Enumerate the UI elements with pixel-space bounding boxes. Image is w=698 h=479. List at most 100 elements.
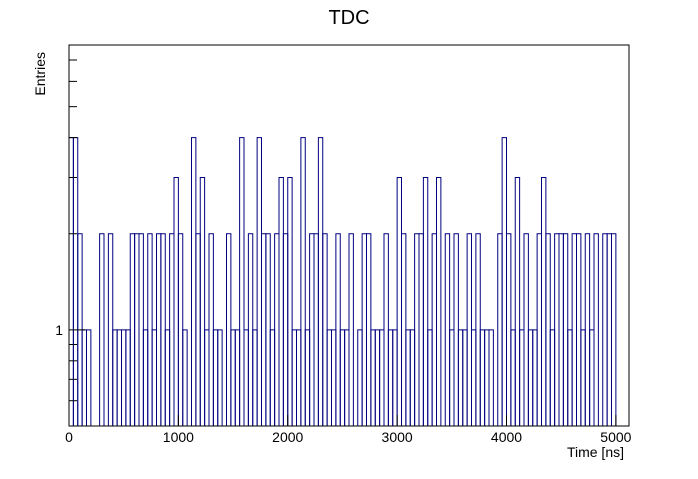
bar [527, 329, 534, 427]
bar [611, 233, 617, 427]
bar [339, 329, 346, 427]
bar [523, 233, 529, 427]
bar [436, 177, 442, 427]
plot-frame [68, 44, 630, 427]
bar [116, 329, 122, 427]
bar [239, 137, 245, 427]
bar [274, 233, 280, 427]
bar [453, 233, 459, 427]
bar [256, 137, 262, 427]
bar [387, 329, 394, 427]
bar [160, 233, 166, 427]
bar [199, 177, 206, 427]
bar [261, 233, 267, 427]
y-axis-label: Entries [32, 52, 48, 96]
bar [282, 233, 289, 427]
chart-title: TDC [328, 7, 369, 29]
bar [593, 233, 599, 427]
bar [589, 329, 595, 427]
bar [121, 329, 127, 427]
bar [234, 329, 241, 427]
bar [265, 233, 271, 427]
bar [427, 329, 433, 427]
bar [602, 233, 608, 427]
x-tick-label: 5000 [600, 429, 631, 445]
bar [431, 233, 437, 427]
bar [514, 177, 521, 427]
bar [81, 329, 87, 427]
bar [370, 329, 376, 427]
bar [567, 329, 573, 427]
bar [138, 233, 144, 427]
bar [129, 233, 136, 427]
bar [99, 233, 105, 427]
bar [335, 233, 341, 427]
bar [322, 233, 328, 427]
bar [409, 329, 416, 427]
bar [304, 329, 311, 427]
bar [287, 177, 293, 427]
bar [584, 233, 591, 427]
bar [212, 329, 219, 427]
bar [357, 329, 363, 427]
bar [501, 137, 507, 427]
x-tick-label: 0 [65, 429, 73, 445]
bar [208, 233, 214, 427]
bar [571, 233, 577, 427]
bar [401, 233, 407, 427]
bar [484, 329, 490, 427]
bar [506, 233, 512, 427]
bar [86, 329, 92, 427]
bar [309, 233, 315, 427]
bar [195, 233, 201, 427]
bar [182, 329, 188, 427]
bar [164, 329, 171, 427]
y-tick-label: 1 [55, 322, 63, 338]
bar [361, 233, 367, 427]
bar [536, 233, 542, 427]
bar [396, 177, 402, 427]
bar [488, 329, 494, 427]
bar [379, 329, 385, 427]
bar [326, 329, 332, 427]
bar [269, 329, 276, 427]
bar [471, 329, 477, 427]
bar [392, 329, 398, 427]
bar [414, 233, 420, 427]
bar [545, 233, 551, 427]
bar [68, 137, 74, 427]
bar [462, 329, 468, 427]
bar [107, 233, 114, 427]
bar [142, 329, 149, 427]
bar [278, 177, 284, 427]
bar [134, 233, 140, 427]
bar [418, 233, 424, 427]
bar [173, 177, 179, 427]
bar [230, 329, 236, 427]
bar [72, 137, 79, 427]
x-tick-label: 3000 [382, 429, 413, 445]
bar [562, 233, 569, 427]
bar [479, 329, 486, 427]
bar [366, 233, 372, 427]
bar [177, 233, 184, 427]
bar [374, 329, 381, 427]
bar [252, 329, 258, 427]
bar [519, 329, 525, 427]
bar [457, 329, 464, 427]
bar [344, 329, 350, 427]
bar [549, 329, 556, 427]
bar [191, 137, 197, 427]
bar [532, 329, 538, 427]
bar [296, 329, 302, 427]
bar [475, 233, 481, 427]
bar [558, 233, 564, 427]
bar [510, 329, 516, 427]
bar [112, 329, 118, 427]
bar [449, 329, 455, 427]
bar [606, 233, 612, 427]
bar [383, 233, 389, 427]
bar [204, 329, 210, 427]
bar [580, 329, 586, 427]
